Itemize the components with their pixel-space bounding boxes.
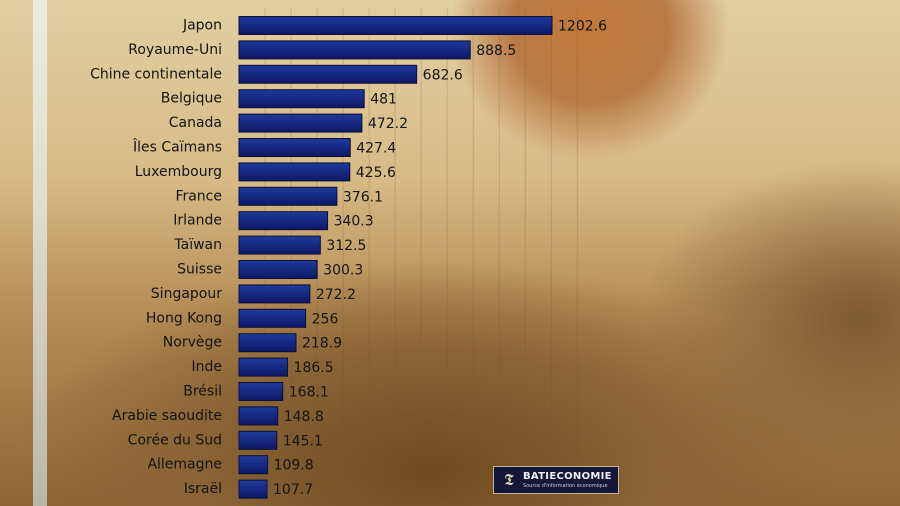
- bar: [238, 284, 311, 304]
- bank-monogram-icon: 𝕿: [504, 470, 514, 489]
- value-label: 1202.6: [558, 19, 607, 35]
- category-label: Corée du Sud: [128, 432, 222, 448]
- category-label: Luxembourg: [135, 164, 222, 180]
- value-label: 109.8: [274, 458, 314, 474]
- bar: [238, 430, 278, 450]
- bar: [238, 40, 471, 60]
- decorative-stripe: [33, 0, 47, 506]
- value-label: 682.6: [423, 67, 463, 83]
- category-label: Taïwan: [173, 237, 222, 253]
- bars: [238, 16, 553, 499]
- logo-name: BATIECONOMIE: [523, 470, 612, 482]
- category-label: Arabie saoudite: [112, 408, 222, 424]
- bar: [238, 89, 365, 109]
- bar: [238, 260, 318, 279]
- value-label: 218.9: [302, 336, 342, 352]
- category-label: Suisse: [177, 262, 222, 278]
- category-labels: Japon Royaume-Uni Chine continentale Belgiq…: [90, 18, 222, 498]
- value-label: 107.7: [273, 482, 313, 498]
- category-label: Allemagne: [147, 457, 222, 473]
- category-label: Irlande: [173, 213, 222, 229]
- bar: [238, 382, 284, 401]
- bar: [238, 455, 269, 475]
- bar: [238, 186, 338, 206]
- bar: [238, 211, 329, 231]
- value-label: 148.8: [284, 409, 324, 425]
- value-label: 376.1: [343, 189, 383, 205]
- value-label: 888.5: [476, 43, 516, 59]
- bar: [238, 113, 363, 133]
- value-label: 481: [370, 92, 397, 108]
- category-label: Inde: [191, 359, 222, 375]
- category-label: Norvège: [163, 335, 222, 351]
- value-label: 425.6: [356, 165, 396, 181]
- category-label: Brésil: [183, 384, 222, 400]
- bar: [238, 479, 268, 499]
- bar: [238, 308, 307, 328]
- value-label: 300.3: [323, 263, 363, 279]
- category-label: Japon: [182, 18, 222, 34]
- category-label: Chine continentale: [90, 66, 222, 82]
- category-label: Canada: [169, 115, 222, 131]
- value-label: 145.1: [283, 433, 323, 449]
- bar: [238, 16, 553, 35]
- value-label: 168.1: [289, 385, 329, 401]
- logo: 𝕿 BATIECONOMIE Source d'information écon…: [493, 466, 619, 494]
- category-label: Israël: [184, 481, 222, 497]
- bar: [238, 333, 297, 353]
- bar: [238, 357, 289, 377]
- value-label: 312.5: [326, 238, 366, 254]
- value-label: 427.4: [356, 141, 396, 157]
- logo-text: BATIECONOMIE Source d'information économ…: [523, 471, 612, 490]
- value-labels: 1202.6 888.5 682.6 481 472.2 427.4 425.6 376.1 3…: [273, 19, 607, 499]
- category-label: Îles Caïmans: [132, 138, 222, 156]
- category-label: France: [175, 188, 222, 204]
- logo-tagline: Source d'information économique: [523, 482, 608, 489]
- category-label: Belgique: [161, 91, 222, 107]
- value-label: 340.3: [334, 214, 374, 230]
- category-label: Royaume-Uni: [128, 42, 222, 58]
- category-label: Hong Kong: [146, 310, 222, 326]
- bar: [238, 138, 351, 157]
- bar: [238, 162, 351, 182]
- value-label: 256: [312, 311, 339, 327]
- value-label: 272.2: [316, 287, 356, 303]
- bar: [238, 235, 321, 255]
- category-label: Singapour: [151, 286, 222, 302]
- value-label: 186.5: [294, 360, 334, 376]
- value-label: 472.2: [368, 116, 408, 132]
- bar: [238, 406, 279, 426]
- bar: [238, 64, 418, 84]
